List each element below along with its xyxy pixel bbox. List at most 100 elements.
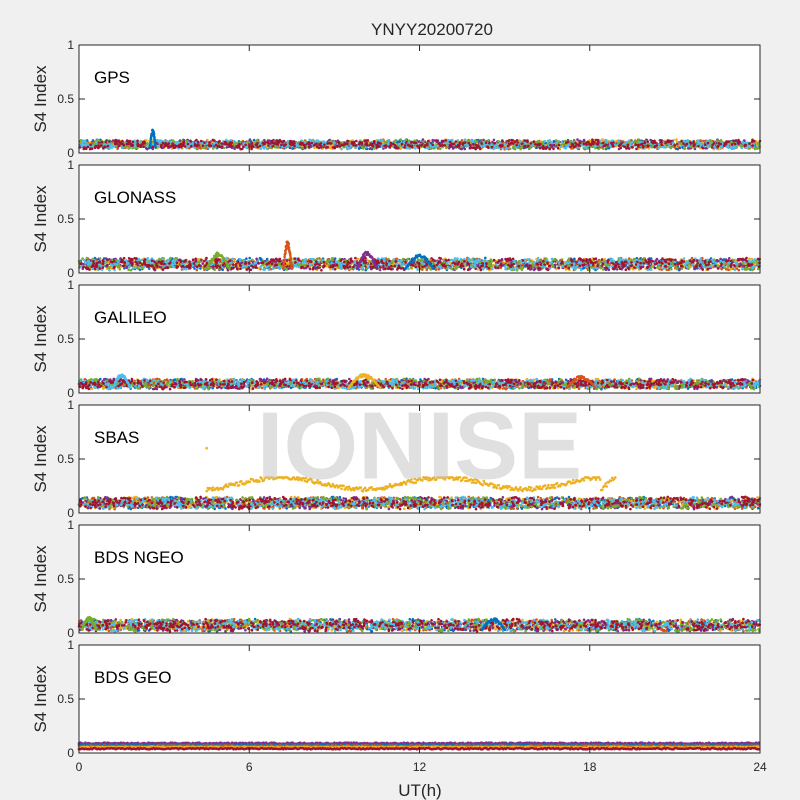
data-point bbox=[230, 145, 233, 149]
data-point bbox=[539, 142, 542, 146]
data-point bbox=[444, 139, 448, 142]
data-point bbox=[131, 140, 135, 144]
data-point bbox=[178, 144, 182, 148]
data-point bbox=[704, 143, 707, 147]
data-point bbox=[425, 142, 429, 145]
data-point bbox=[463, 147, 467, 151]
data-point bbox=[318, 257, 321, 260]
data-point bbox=[593, 145, 597, 148]
data-point bbox=[404, 138, 408, 141]
data-point bbox=[673, 144, 677, 147]
data-point bbox=[709, 138, 712, 142]
data-point bbox=[461, 143, 464, 146]
data-point bbox=[270, 139, 274, 143]
data-point bbox=[361, 145, 364, 149]
data-point bbox=[582, 138, 586, 142]
data-point bbox=[301, 146, 305, 149]
data-point bbox=[675, 142, 679, 146]
data-point bbox=[546, 139, 550, 143]
data-point bbox=[161, 141, 165, 145]
data-point bbox=[653, 139, 656, 143]
data-point bbox=[552, 144, 556, 147]
data-point bbox=[319, 142, 323, 145]
data-point bbox=[414, 147, 417, 150]
data-point bbox=[493, 141, 497, 145]
data-point bbox=[280, 143, 283, 147]
data-point bbox=[358, 142, 361, 146]
data-point bbox=[685, 140, 689, 143]
data-point bbox=[427, 139, 430, 143]
data-point bbox=[569, 145, 572, 149]
data-point bbox=[360, 141, 364, 144]
data-point bbox=[492, 138, 496, 142]
data-point bbox=[233, 147, 236, 151]
data-point bbox=[706, 145, 710, 149]
data-point bbox=[448, 140, 452, 144]
data-point bbox=[445, 146, 448, 150]
data-point bbox=[574, 141, 577, 145]
data-point bbox=[108, 140, 111, 143]
data-point bbox=[266, 141, 270, 144]
data-point bbox=[310, 141, 314, 145]
data-point bbox=[250, 141, 254, 145]
data-point bbox=[527, 144, 530, 148]
data-point bbox=[400, 142, 404, 146]
data-point bbox=[667, 268, 670, 272]
data-point bbox=[667, 144, 671, 147]
data-point bbox=[506, 144, 510, 148]
data-point bbox=[171, 144, 175, 147]
data-point bbox=[587, 142, 591, 146]
y-axis-label: S4 Index bbox=[31, 65, 50, 133]
data-point bbox=[623, 142, 626, 146]
data-point bbox=[113, 142, 117, 146]
data-point bbox=[586, 147, 590, 150]
data-point bbox=[756, 142, 760, 145]
data-point bbox=[146, 144, 149, 147]
data-point bbox=[733, 146, 736, 150]
data-point bbox=[259, 147, 263, 151]
data-point bbox=[329, 146, 332, 150]
y-tick-label: 1 bbox=[67, 38, 74, 52]
data-point bbox=[496, 146, 500, 150]
data-point bbox=[520, 145, 524, 149]
data-point bbox=[413, 141, 416, 144]
data-point bbox=[419, 144, 423, 147]
data-point bbox=[425, 268, 429, 272]
data-point bbox=[193, 267, 196, 270]
data-point bbox=[130, 144, 133, 147]
data-point bbox=[104, 145, 107, 149]
data-point bbox=[146, 141, 149, 145]
data-point bbox=[697, 141, 701, 145]
data-point bbox=[352, 140, 356, 144]
data-point bbox=[566, 140, 570, 144]
data-point bbox=[225, 146, 228, 149]
data-point bbox=[431, 143, 435, 147]
data-point bbox=[560, 141, 564, 144]
data-point bbox=[646, 144, 650, 147]
data-point bbox=[565, 145, 569, 148]
data-point bbox=[139, 145, 142, 148]
data-point bbox=[262, 147, 266, 150]
data-point bbox=[208, 144, 211, 147]
data-point bbox=[118, 144, 121, 147]
data-point bbox=[121, 139, 124, 143]
data-point bbox=[513, 140, 517, 143]
data-point bbox=[154, 146, 157, 149]
data-point bbox=[446, 141, 449, 145]
data-point bbox=[541, 147, 545, 150]
data-point bbox=[484, 256, 487, 260]
data-point bbox=[572, 145, 576, 149]
data-point bbox=[555, 141, 559, 144]
data-point bbox=[156, 138, 159, 142]
data-point bbox=[302, 143, 306, 146]
data-point bbox=[387, 139, 390, 142]
data-point bbox=[181, 143, 185, 146]
data-point bbox=[434, 139, 438, 142]
data-point bbox=[404, 141, 408, 144]
data-point bbox=[511, 139, 514, 142]
data-point bbox=[258, 256, 262, 260]
data-point bbox=[617, 144, 621, 147]
data-point bbox=[463, 141, 467, 144]
